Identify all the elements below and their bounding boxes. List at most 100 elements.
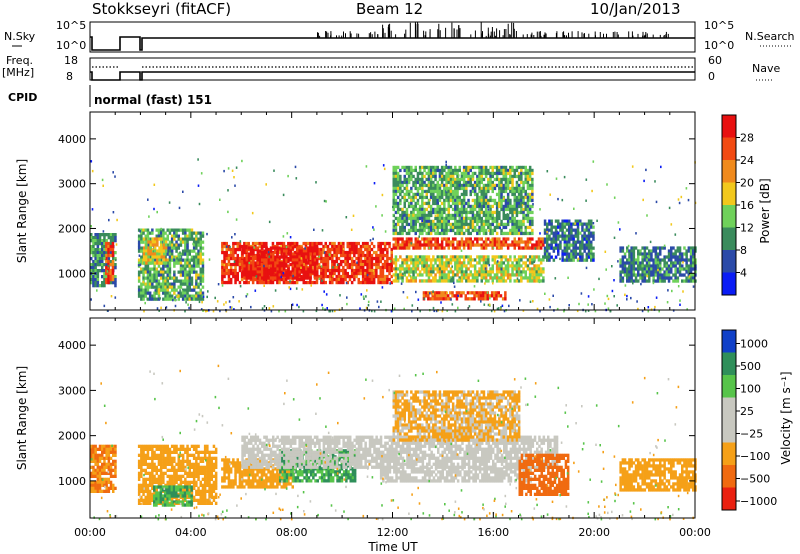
heatmap-cell	[142, 282, 145, 286]
heatmap-cell	[489, 243, 492, 247]
heatmap-cell	[539, 273, 543, 277]
heatmap-cell	[480, 255, 483, 259]
noise-cell	[291, 303, 294, 306]
heatmap-cell	[199, 297, 202, 301]
heatmap-cell	[513, 216, 516, 221]
heatmap-cell	[478, 267, 481, 271]
heatmap-cell	[309, 252, 312, 256]
heatmap-cell	[495, 294, 498, 298]
heatmap-cell	[381, 280, 385, 285]
heatmap-cell	[313, 246, 317, 250]
heatmap-cell	[410, 261, 413, 265]
heatmap-cell	[478, 216, 481, 221]
heatmap-cell	[659, 249, 662, 253]
heatmap-cell	[557, 222, 560, 226]
heatmap-cell	[261, 252, 264, 256]
heatmap-cell	[272, 267, 275, 271]
heatmap-cell	[432, 237, 435, 241]
heatmap-cell	[158, 246, 161, 250]
heatmap-cell	[506, 198, 510, 203]
heatmap-cell	[574, 234, 578, 238]
heatmap-cell	[229, 250, 233, 255]
heatmap-cell	[366, 271, 369, 276]
heatmap-cell	[434, 198, 437, 203]
heatmap-cell	[436, 225, 439, 230]
heatmap-cell	[504, 255, 508, 259]
noise-cell	[326, 307, 328, 310]
heatmap-cell	[460, 255, 464, 259]
heatmap-cell	[692, 249, 695, 253]
heatmap-cell	[524, 207, 527, 212]
heatmap-cell	[432, 210, 435, 215]
heatmap-cell	[166, 258, 169, 262]
heatmap-cell	[465, 201, 468, 206]
heatmap-cell	[416, 189, 420, 194]
heatmap-cell	[302, 258, 306, 262]
heatmap-cell	[146, 243, 150, 247]
heatmap-cell	[427, 264, 431, 268]
heatmap-cell	[432, 192, 435, 197]
heatmap-cell	[416, 264, 420, 268]
nsky-spikes	[317, 22, 669, 38]
heatmap-cell	[502, 273, 505, 277]
heatmap-cell	[504, 258, 508, 262]
heatmap-cell	[637, 270, 640, 274]
heatmap-cell	[103, 248, 106, 252]
heatmap-cell	[487, 216, 490, 221]
heatmap-cell	[491, 228, 494, 233]
heatmap-cell	[650, 270, 653, 274]
heatmap-cell	[506, 261, 510, 265]
heatmap-cell	[335, 265, 338, 270]
heatmap-cell	[429, 246, 433, 250]
heatmap-cell	[201, 291, 205, 295]
heatmap-cell	[537, 270, 541, 274]
heatmap-cell	[515, 168, 519, 173]
heatmap-cell	[520, 189, 523, 194]
heatmap-cell	[199, 237, 202, 241]
heatmap-cell	[285, 276, 288, 280]
noise-cell	[359, 307, 361, 310]
heatmap-cell	[443, 264, 446, 268]
heatmap-cell	[357, 253, 360, 258]
noise-cell	[687, 198, 690, 202]
heatmap-cell	[454, 186, 457, 191]
heatmap-cell	[511, 222, 514, 227]
heatmap-cell	[462, 165, 466, 170]
heatmap-cell	[458, 186, 461, 191]
heatmap-cell	[407, 204, 411, 209]
heatmap-cell	[476, 237, 479, 241]
heatmap-cell	[114, 266, 117, 270]
heatmap-cell	[504, 180, 508, 185]
heatmap-cell	[678, 255, 682, 259]
heatmap-cell	[654, 249, 658, 253]
noise-cell	[626, 294, 628, 298]
heatmap-cell	[324, 241, 327, 246]
heatmap-cell	[140, 237, 143, 241]
heatmap-cell	[478, 261, 481, 265]
heatmap-cell	[368, 274, 371, 279]
heatmap-cell	[489, 240, 492, 244]
heatmap-cell	[528, 258, 532, 262]
heatmap-cell	[258, 255, 262, 259]
heatmap-cell	[232, 241, 235, 246]
heatmap-cell	[107, 271, 110, 276]
heatmap-cell	[471, 240, 475, 244]
heatmap-cell	[639, 276, 642, 280]
heatmap-cell	[522, 255, 525, 259]
heatmap-cell	[405, 258, 409, 262]
heatmap-cell	[482, 261, 486, 265]
heatmap-cell	[460, 192, 464, 197]
heatmap-cell	[482, 294, 485, 298]
heatmap-cell	[557, 249, 560, 253]
heatmap-cell	[456, 213, 459, 218]
heatmap-cell	[687, 276, 691, 280]
heatmap-cell	[399, 186, 402, 191]
heatmap-cell	[495, 276, 499, 280]
heatmap-cell	[331, 262, 334, 267]
heatmap-cell	[484, 255, 488, 259]
heatmap-cell	[175, 246, 178, 250]
heatmap-cell	[445, 198, 448, 203]
heatmap-cell	[394, 270, 398, 274]
heatmap-cell	[440, 237, 444, 241]
heatmap-cell	[429, 204, 433, 209]
